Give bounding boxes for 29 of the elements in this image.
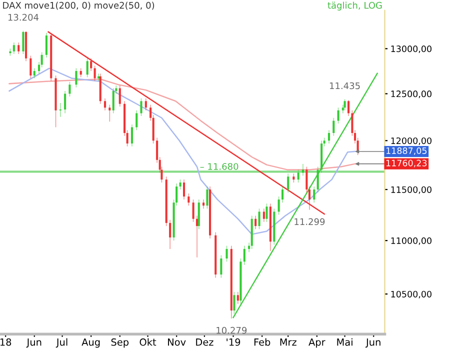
x-tick-label: Dez xyxy=(196,338,214,346)
annotation: 10.279 xyxy=(216,326,247,334)
x-tick-label: Jun xyxy=(366,338,380,348)
chart-title: DAX move1(200, 0) move2(50, 0) xyxy=(3,2,154,10)
y-tick-label: 10500,00 xyxy=(391,290,432,298)
x-tick-label: Jun xyxy=(26,338,42,348)
y-tick-label: 13000,00 xyxy=(391,46,432,54)
x-tick-label: Apr xyxy=(308,338,326,348)
ref-line-label: – 11.680 xyxy=(200,163,238,170)
y-tick-label: 12500,00 xyxy=(391,90,432,98)
annotation: 13.204 xyxy=(8,14,39,21)
x-tick-label: Okt xyxy=(140,338,156,346)
x-tick-label: '19 xyxy=(226,338,240,346)
x-tick-label: Mai xyxy=(337,338,352,346)
x-tick-label: 18 xyxy=(0,338,12,346)
chart-subtitle: täglich, LOG xyxy=(328,2,382,10)
annotation: 11.299 xyxy=(294,218,325,226)
x-tick-label: Nov xyxy=(168,338,186,346)
x-tick-label: Mrz xyxy=(280,338,296,346)
y-tick-label: 11500,00 xyxy=(391,186,432,194)
x-tick-label: Jul xyxy=(56,338,68,348)
x-tick-label: Sep xyxy=(111,338,129,348)
y-tick-label: 12000,00 xyxy=(391,137,432,145)
annotation: 11.435 xyxy=(330,82,360,90)
x-tick-label: Feb xyxy=(254,338,270,346)
annotation: 11760,23 xyxy=(386,160,427,168)
x-tick-label: Aug xyxy=(82,338,100,348)
y-tick-label: 11000,00 xyxy=(391,237,432,245)
annotation: 11887,05 xyxy=(386,147,427,155)
